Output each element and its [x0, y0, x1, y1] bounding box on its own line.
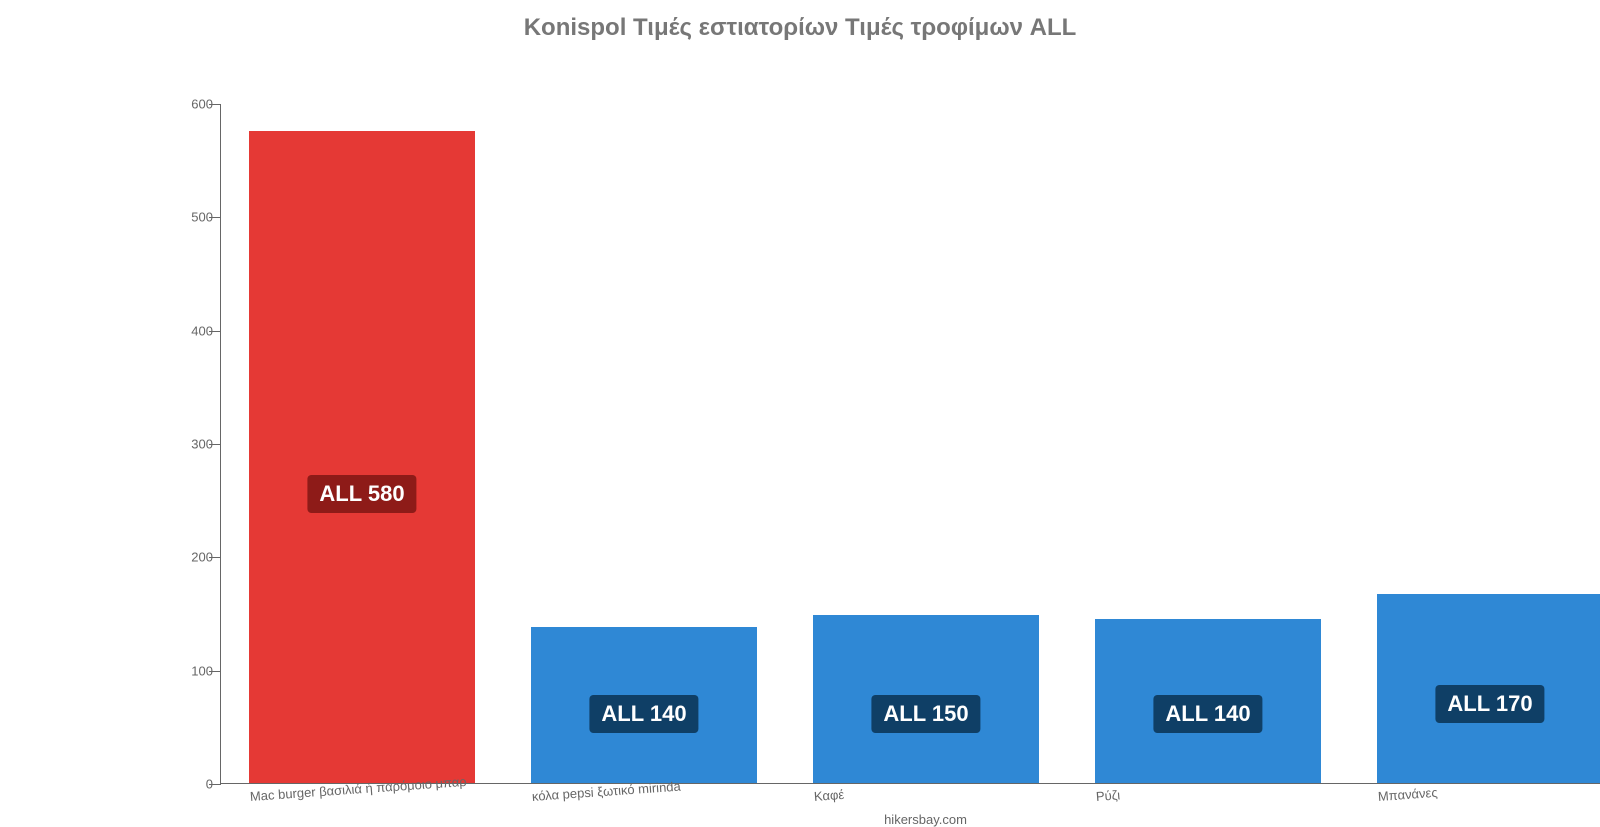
bar: ALL 170	[1377, 594, 1600, 783]
chart-title: Konispol Τιμές εστιατορίων Τιμές τροφίμω…	[0, 0, 1600, 48]
bar-value-badge: ALL 140	[1153, 695, 1262, 733]
y-tick-label: 400	[191, 323, 221, 338]
x-tick-label: Ρύζι	[1095, 781, 1121, 804]
x-tick-label: Καφέ	[813, 781, 845, 804]
bar-value-badge: ALL 170	[1435, 685, 1544, 723]
bar-value-badge: ALL 580	[307, 475, 416, 513]
bar: ALL 140	[531, 627, 757, 783]
footer-credit: hikersbay.com	[884, 812, 967, 827]
bar-value-badge: ALL 150	[871, 695, 980, 733]
bar-value-badge: ALL 140	[589, 695, 698, 733]
y-tick-label: 300	[191, 437, 221, 452]
plot-area: 0100200300400500600ALL 580Mac burger βασ…	[220, 104, 1600, 784]
y-tick-label: 0	[206, 777, 221, 792]
y-tick-label: 500	[191, 210, 221, 225]
y-tick-label: 600	[191, 97, 221, 112]
x-tick-label: Μπανάνες	[1377, 779, 1438, 804]
y-tick-label: 200	[191, 550, 221, 565]
bar: ALL 580	[249, 131, 475, 783]
bar: ALL 140	[1095, 619, 1321, 783]
y-tick-label: 100	[191, 663, 221, 678]
bar: ALL 150	[813, 615, 1039, 783]
